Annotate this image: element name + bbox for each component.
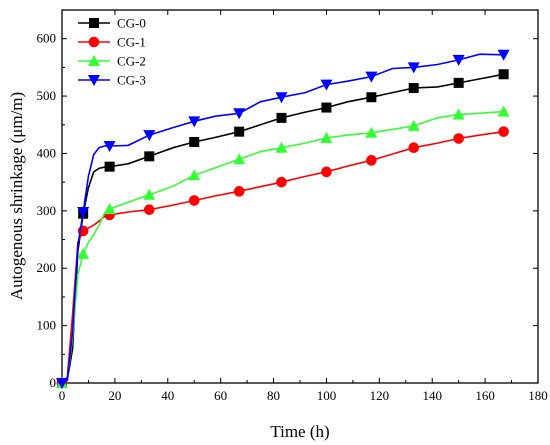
legend-label: CG-1 (117, 35, 146, 50)
y-tick-label: 100 (37, 318, 57, 333)
data-point (498, 126, 509, 137)
data-point (275, 92, 288, 104)
legend-label: CG-3 (117, 73, 146, 88)
data-point (452, 108, 465, 120)
x-tick-label: 180 (528, 388, 548, 403)
series-cg-0 (57, 69, 509, 388)
data-point (320, 79, 333, 91)
x-tick-label: 60 (214, 388, 227, 403)
legend-label: CG-2 (117, 54, 146, 69)
data-point (365, 71, 378, 83)
x-tick-label: 40 (161, 388, 174, 403)
data-point (56, 378, 68, 389)
data-point (452, 54, 465, 66)
series-cg-3 (56, 49, 510, 389)
data-point (276, 176, 287, 188)
data-point (143, 130, 156, 142)
data-point (104, 161, 115, 172)
data-point (188, 169, 201, 181)
legend-item: CG-0 (78, 16, 146, 31)
legend-item: CG-3 (78, 73, 146, 88)
data-point (189, 136, 200, 147)
legend-item: CG-2 (78, 54, 146, 69)
y-tick-label: 500 (37, 88, 57, 103)
data-point (88, 55, 100, 66)
data-point (103, 141, 116, 153)
y-tick-label: 200 (37, 260, 57, 275)
series-cg-1 (56, 126, 509, 389)
y-tick-label: 600 (37, 31, 57, 46)
y-tick-label: 300 (37, 203, 57, 218)
data-point (453, 133, 464, 144)
data-point (408, 142, 420, 154)
data-point (365, 126, 378, 138)
series-line (61, 72, 507, 384)
legend-label: CG-0 (117, 16, 146, 31)
legend-item: CG-1 (78, 35, 146, 50)
legend: CG-0 CG-1 CG-2 CG-3 (78, 16, 146, 88)
data-point (233, 153, 246, 165)
data-point (143, 188, 156, 200)
series-line (61, 53, 507, 384)
series-cg-2 (56, 105, 510, 388)
series-line (61, 109, 507, 384)
data-point (77, 206, 90, 218)
data-point (103, 203, 116, 215)
plot-area (61, 9, 539, 384)
data-point (233, 108, 246, 120)
y-tick-label: 0 (50, 375, 57, 390)
data-point (366, 92, 377, 103)
x-axis-title: Time (h) (270, 422, 329, 441)
data-point (321, 166, 332, 178)
data-point (234, 126, 245, 137)
y-axis-title: Autogenous shrinkage (μm/m) (7, 92, 26, 300)
data-point (89, 18, 99, 28)
y-tick-label: 400 (37, 145, 57, 160)
data-point (321, 102, 332, 113)
data-point (453, 77, 464, 88)
data-point (143, 204, 155, 215)
data-point (407, 119, 420, 131)
data-point (88, 75, 100, 86)
data-point (233, 186, 245, 197)
x-tick-label: 0 (59, 388, 66, 403)
data-point (498, 69, 509, 80)
data-point (497, 49, 510, 61)
data-point (408, 83, 419, 94)
data-point (275, 141, 288, 153)
data-point (144, 151, 155, 162)
series-layer (56, 49, 510, 389)
data-point (188, 116, 201, 128)
x-tick-label: 140 (422, 388, 442, 403)
x-tick-label: 80 (267, 388, 280, 403)
data-point (188, 195, 200, 206)
x-tick-label: 20 (108, 388, 121, 403)
data-point (320, 131, 333, 143)
data-point (77, 247, 90, 259)
x-tick-label: 120 (370, 388, 390, 403)
x-tick-label: 160 (475, 388, 495, 403)
data-point (276, 112, 287, 123)
data-point (88, 36, 100, 48)
data-point (497, 105, 510, 117)
data-point (366, 155, 377, 166)
data-point (407, 62, 420, 74)
axis-ticks: 0 20 40 60 80 100 120 140 160 180 0 100 200 300 400 500… (37, 10, 548, 403)
x-tick-label: 100 (317, 388, 337, 403)
